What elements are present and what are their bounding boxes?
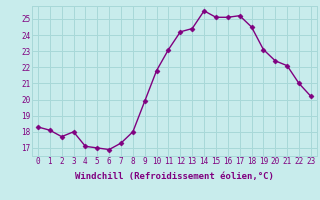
X-axis label: Windchill (Refroidissement éolien,°C): Windchill (Refroidissement éolien,°C) [75, 172, 274, 181]
